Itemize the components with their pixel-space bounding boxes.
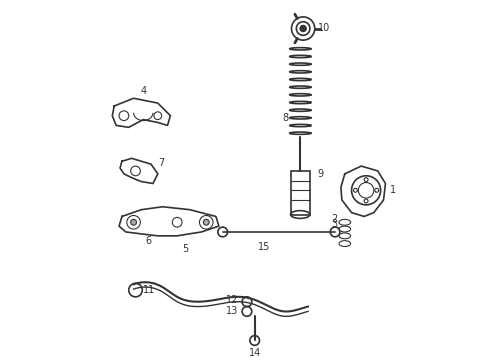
Circle shape: [131, 219, 137, 225]
Text: 3: 3: [331, 219, 337, 229]
Text: 12: 12: [226, 295, 238, 305]
Text: 2: 2: [331, 214, 337, 224]
Circle shape: [300, 26, 306, 31]
Bar: [291, 171, 310, 215]
Text: 11: 11: [143, 285, 155, 295]
Text: 14: 14: [248, 348, 261, 358]
Text: 13: 13: [226, 306, 238, 316]
Text: 10: 10: [318, 23, 330, 32]
Text: 7: 7: [158, 158, 164, 168]
Text: 15: 15: [258, 242, 270, 252]
Text: 1: 1: [391, 185, 396, 195]
Text: 5: 5: [182, 244, 188, 253]
Text: 6: 6: [145, 236, 151, 246]
Text: 9: 9: [318, 169, 324, 179]
Circle shape: [203, 219, 209, 225]
Text: 4: 4: [140, 86, 147, 96]
Text: 8: 8: [282, 113, 289, 123]
